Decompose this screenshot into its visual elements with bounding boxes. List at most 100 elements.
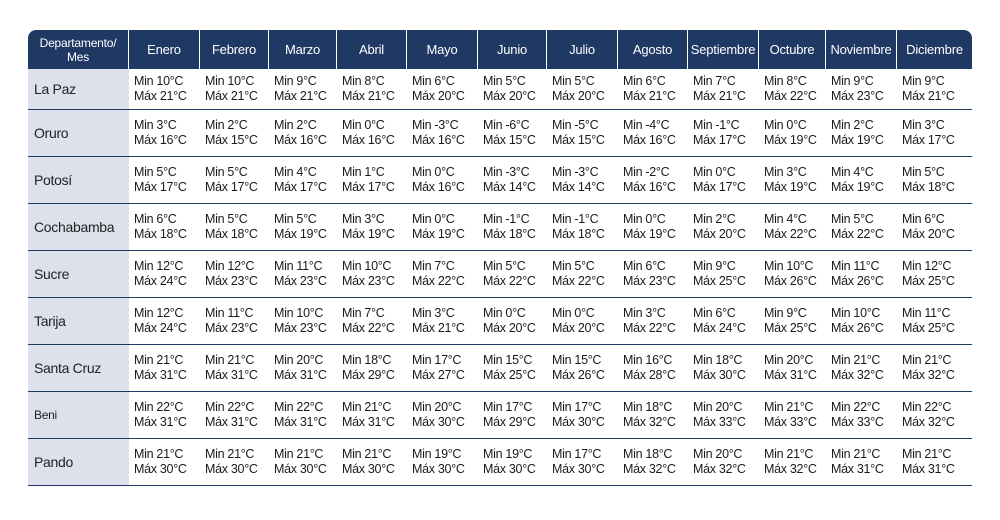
min-temp: Min 1°C	[342, 165, 385, 179]
max-temp: Máx 30°C	[342, 462, 395, 476]
temperature-cell: Min 6°C Máx 18°C	[129, 204, 200, 251]
min-temp: Min 7°C	[342, 306, 385, 320]
temperature-cell: Min 10°C Máx 23°C	[269, 298, 337, 345]
table-row: Tarija Min 12°C Máx 24°C Min 11°C Máx 23°C Mi…	[28, 298, 972, 345]
min-temp: Min 7°C	[412, 259, 455, 273]
min-temp: Min 15°C	[483, 353, 533, 367]
max-temp: Máx 22°C	[831, 227, 884, 241]
min-temp: Min 18°C	[623, 447, 673, 461]
min-temp: Min 22°C	[831, 400, 881, 414]
min-temp: Min 17°C	[552, 400, 602, 414]
min-temp: Min 20°C	[412, 400, 462, 414]
temperature-cell: Min 12°C Máx 23°C	[200, 251, 269, 298]
temperature-cell: Min 10°C Máx 26°C	[759, 251, 826, 298]
temperature-cell: Min 18°C Máx 32°C	[618, 392, 688, 439]
max-temp: Máx 23°C	[205, 274, 258, 288]
max-temp: Máx 18°C	[134, 227, 187, 241]
max-temp: Máx 18°C	[552, 227, 605, 241]
temperature-cell: Min -4°C Máx 16°C	[618, 110, 688, 157]
temperature-cell: Min 2°C Máx 16°C	[269, 110, 337, 157]
max-temp: Máx 33°C	[693, 415, 746, 429]
min-temp: Min 10°C	[831, 306, 881, 320]
temperature-cell: Min 12°C Máx 24°C	[129, 251, 200, 298]
temperature-cell: Min 22°C Máx 31°C	[269, 392, 337, 439]
max-temp: Máx 26°C	[831, 274, 884, 288]
max-temp: Máx 17°C	[205, 180, 258, 194]
max-temp: Máx 30°C	[693, 368, 746, 382]
max-temp: Máx 19°C	[764, 133, 817, 147]
min-temp: Min 3°C	[623, 306, 666, 320]
max-temp: Máx 14°C	[483, 180, 536, 194]
min-temp: Min 5°C	[205, 165, 248, 179]
min-temp: Min 12°C	[205, 259, 255, 273]
min-temp: Min -3°C	[412, 118, 459, 132]
max-temp: Máx 22°C	[623, 321, 676, 335]
table-row: Potosí Min 5°C Máx 17°C Min 5°C Máx 17°C Min …	[28, 157, 972, 204]
temperature-cell: Min 18°C Máx 32°C	[618, 439, 688, 486]
min-temp: Min 17°C	[483, 400, 533, 414]
min-temp: Min 22°C	[274, 400, 324, 414]
temperature-cell: Min 5°C Máx 18°C	[897, 157, 972, 204]
max-temp: Máx 26°C	[831, 321, 884, 335]
min-temp: Min 10°C	[764, 259, 814, 273]
min-temp: Min 3°C	[902, 118, 945, 132]
temperature-cell: Min 19°C Máx 30°C	[478, 439, 547, 486]
min-temp: Min 11°C	[831, 259, 880, 273]
temperature-cell: Min -6°C Máx 15°C	[478, 110, 547, 157]
temperature-cell: Min 9°C Máx 21°C	[269, 69, 337, 110]
min-temp: Min 5°C	[552, 259, 595, 273]
temperature-cell: Min 17°C Máx 29°C	[478, 392, 547, 439]
temperature-cell: Min 3°C Máx 22°C	[618, 298, 688, 345]
min-temp: Min 10°C	[274, 306, 324, 320]
department-label: Tarija	[28, 298, 129, 345]
max-temp: Máx 33°C	[831, 415, 884, 429]
temperature-cell: Min 5°C Máx 22°C	[478, 251, 547, 298]
min-temp: Min 4°C	[831, 165, 874, 179]
temperature-cell: Min 0°C Máx 19°C	[759, 110, 826, 157]
max-temp: Máx 32°C	[693, 462, 746, 476]
max-temp: Máx 16°C	[274, 133, 327, 147]
temperature-cell: Min 10°C Máx 23°C	[337, 251, 407, 298]
min-temp: Min 7°C	[693, 74, 736, 88]
max-temp: Máx 31°C	[134, 368, 187, 382]
month-header: Diciembre	[897, 30, 972, 69]
temperature-cell: Min 5°C Máx 20°C	[478, 69, 547, 110]
min-temp: Min 21°C	[134, 447, 184, 461]
month-header: Julio	[547, 30, 618, 69]
max-temp: Máx 20°C	[483, 321, 536, 335]
min-temp: Min 5°C	[552, 74, 595, 88]
min-temp: Min 21°C	[831, 353, 881, 367]
max-temp: Máx 20°C	[552, 321, 605, 335]
min-temp: Min 21°C	[342, 447, 392, 461]
max-temp: Máx 19°C	[831, 180, 884, 194]
min-temp: Min 11°C	[902, 306, 951, 320]
min-temp: Min 2°C	[205, 118, 248, 132]
min-temp: Min -1°C	[552, 212, 599, 226]
temperature-cell: Min 16°C Máx 28°C	[618, 345, 688, 392]
max-temp: Máx 30°C	[205, 462, 258, 476]
min-temp: Min 21°C	[342, 400, 392, 414]
min-temp: Min 2°C	[274, 118, 317, 132]
month-header: Agosto	[618, 30, 688, 69]
min-temp: Min 0°C	[693, 165, 736, 179]
max-temp: Máx 21°C	[134, 89, 187, 103]
temperature-cell: Min 4°C Máx 17°C	[269, 157, 337, 204]
department-label: Pando	[28, 439, 129, 486]
min-temp: Min 0°C	[412, 212, 455, 226]
max-temp: Máx 21°C	[902, 89, 955, 103]
max-temp: Máx 23°C	[205, 321, 258, 335]
min-temp: Min 3°C	[134, 118, 177, 132]
max-temp: Máx 19°C	[274, 227, 327, 241]
temperature-cell: Min 3°C Máx 21°C	[407, 298, 478, 345]
max-temp: Máx 25°C	[693, 274, 746, 288]
header-corner-line1: Departamento/	[39, 35, 117, 50]
temperature-cell: Min 5°C Máx 17°C	[200, 157, 269, 204]
temperature-cell: Min 4°C Máx 22°C	[759, 204, 826, 251]
max-temp: Máx 19°C	[764, 180, 817, 194]
max-temp: Máx 30°C	[552, 415, 605, 429]
temperature-cell: Min 5°C Máx 22°C	[826, 204, 897, 251]
header-row: Departamento/ Mes Enero Febrero Marzo Ab…	[28, 30, 972, 69]
max-temp: Máx 30°C	[552, 462, 605, 476]
temperature-cell: Min 0°C Máx 19°C	[407, 204, 478, 251]
temperature-cell: Min 20°C Máx 30°C	[407, 392, 478, 439]
